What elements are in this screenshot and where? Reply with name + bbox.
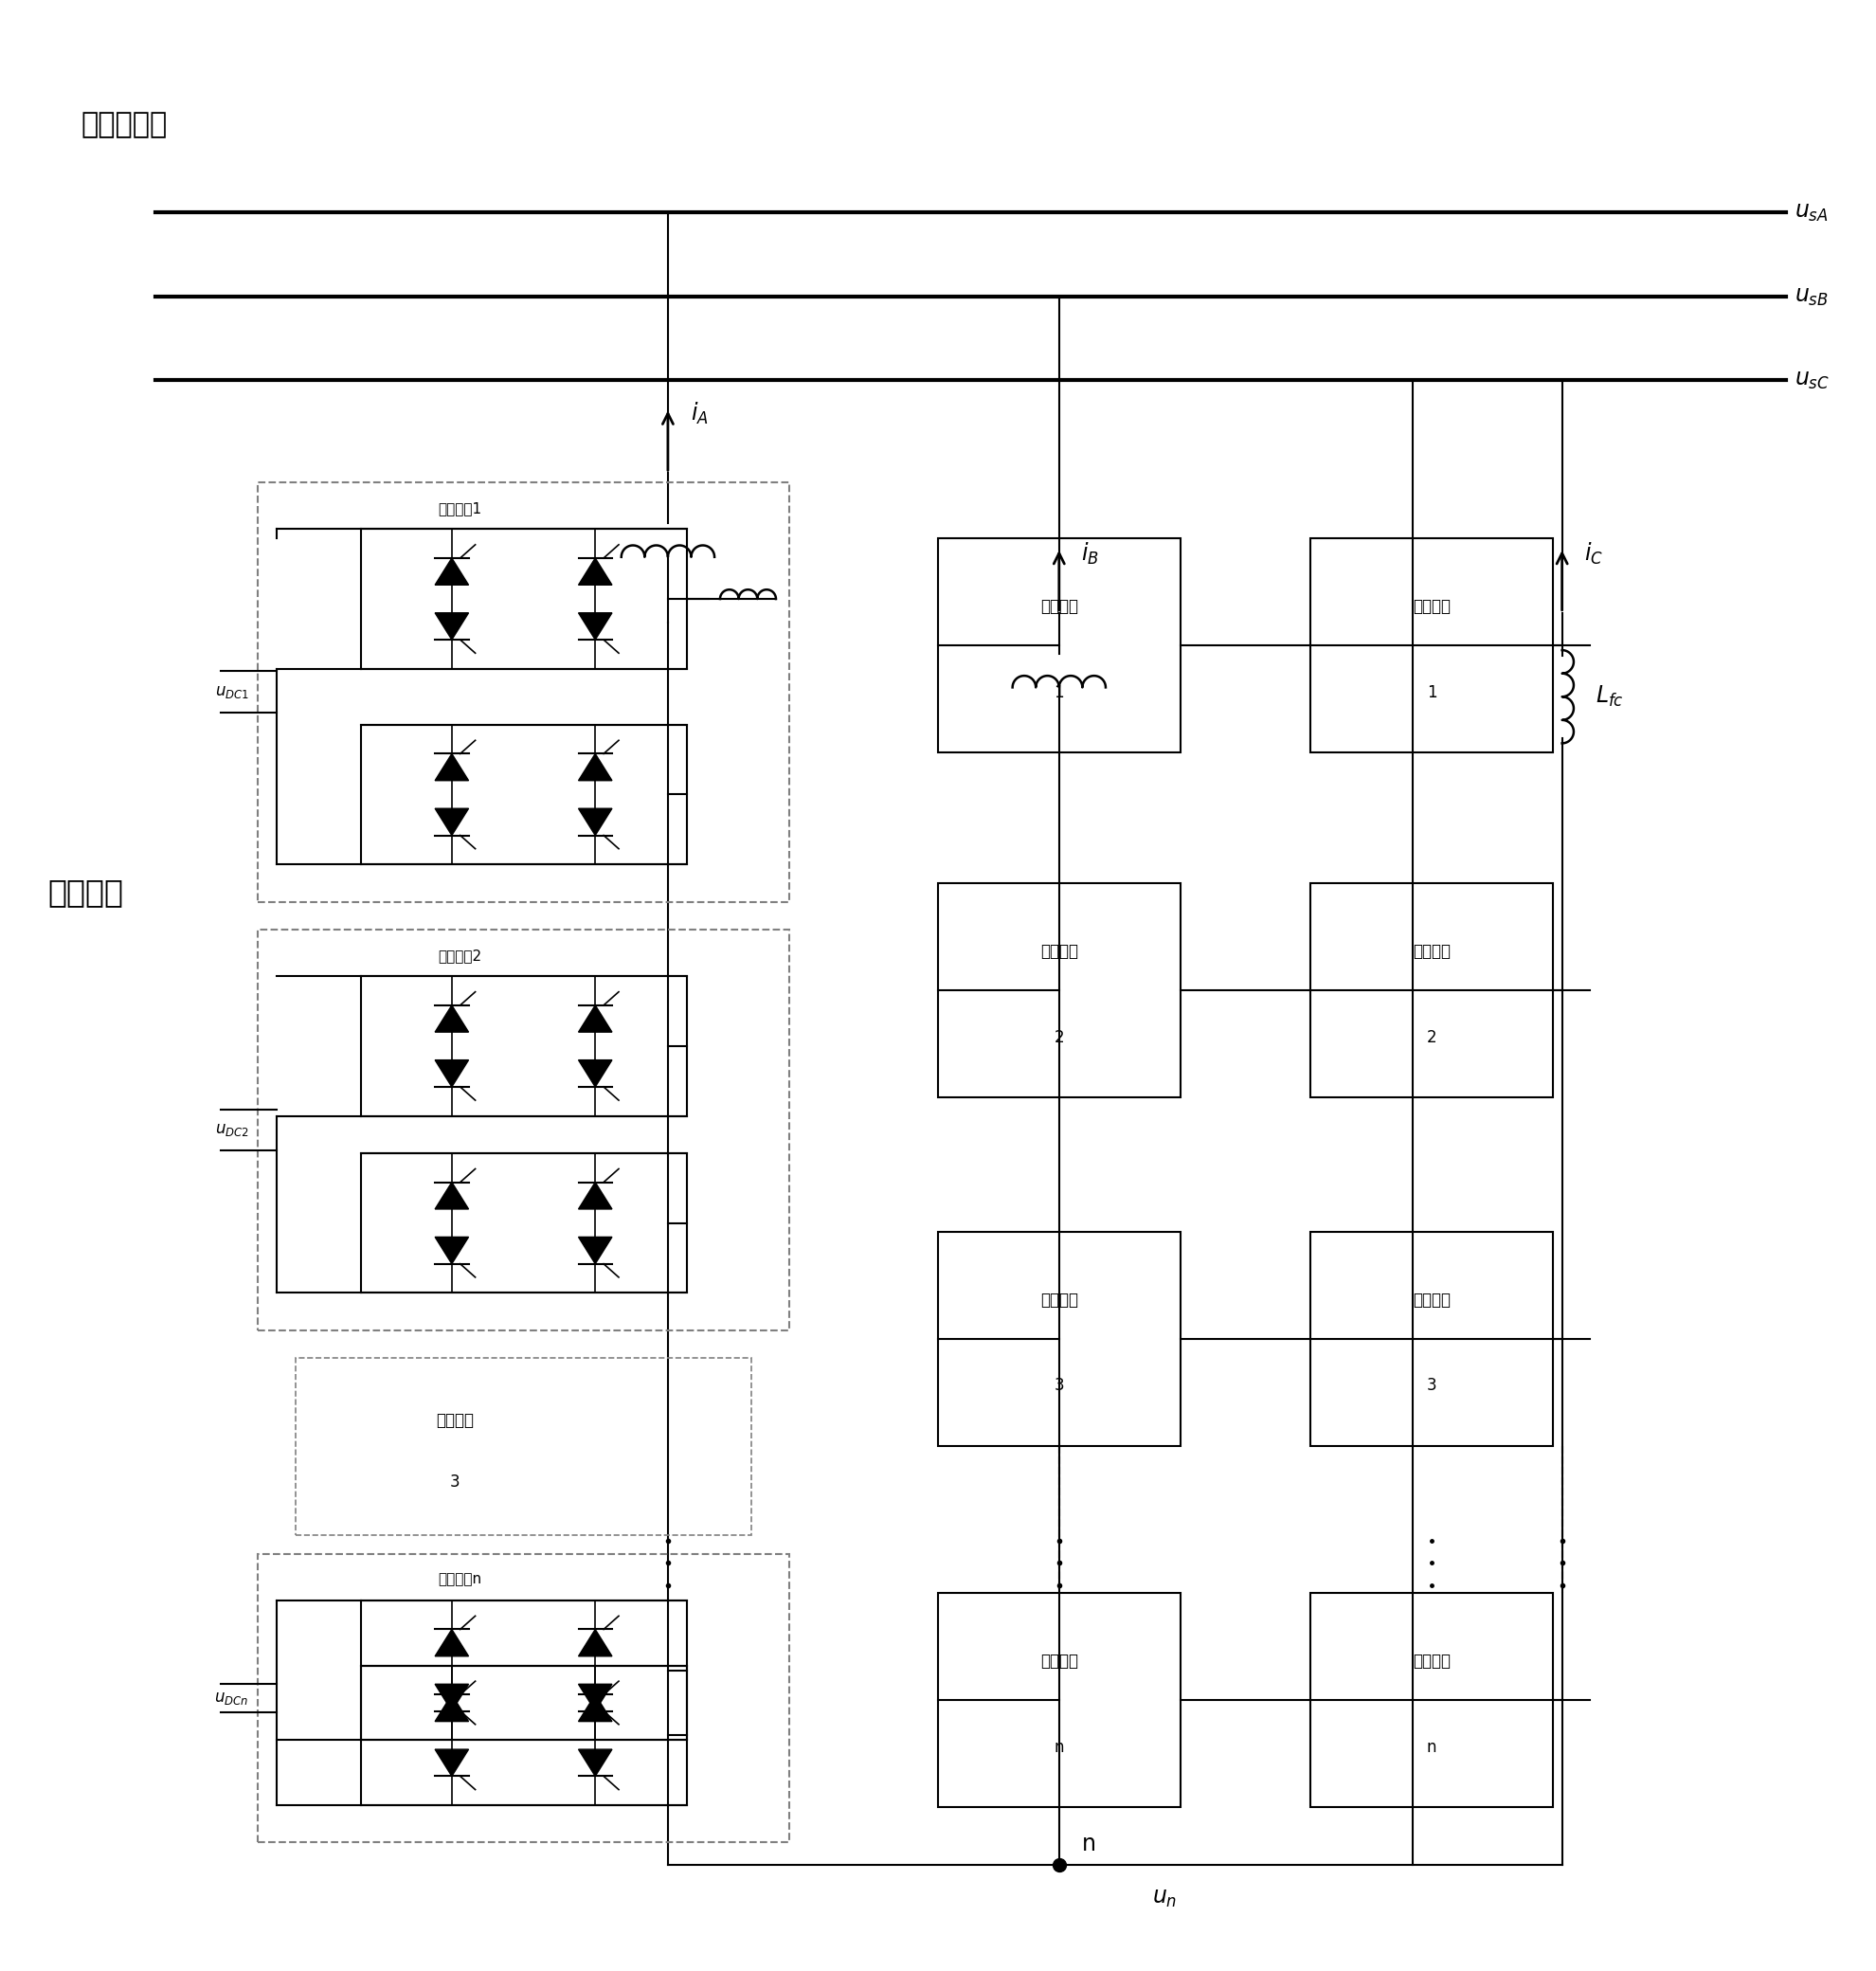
Text: $u_n$: $u_n$	[1152, 1886, 1176, 1910]
Bar	[1311, 538, 1553, 753]
Text: n: n	[1426, 1738, 1437, 1756]
Polygon shape	[578, 613, 612, 641]
Polygon shape	[435, 1683, 469, 1711]
Text: 交流系统测: 交流系统测	[81, 110, 167, 138]
Text: $u_{DCn}$: $u_{DCn}$	[214, 1689, 250, 1707]
Bar	[1311, 883, 1553, 1098]
Text: $u_{sC}$: $u_{sC}$	[1795, 369, 1829, 392]
Bar	[938, 1593, 1180, 1807]
Polygon shape	[435, 1005, 469, 1033]
Polygon shape	[435, 1238, 469, 1263]
Text: $u_{DC1}$: $u_{DC1}$	[214, 684, 250, 700]
Polygon shape	[578, 1060, 612, 1086]
Text: 3: 3	[450, 1474, 460, 1490]
Text: 级联模块: 级联模块	[1413, 1291, 1450, 1309]
Polygon shape	[435, 753, 469, 781]
Polygon shape	[578, 1183, 612, 1208]
Bar	[360, 1600, 687, 1740]
Bar	[1311, 1593, 1553, 1807]
Text: n: n	[1054, 1738, 1064, 1756]
Text: 级联模块: 级联模块	[1413, 599, 1450, 615]
Polygon shape	[435, 1695, 469, 1721]
Polygon shape	[435, 1060, 469, 1086]
Polygon shape	[435, 613, 469, 641]
Polygon shape	[435, 1183, 469, 1208]
Text: 换流器侧: 换流器侧	[47, 877, 124, 909]
Bar	[360, 976, 687, 1116]
Text: $u_{sB}$: $u_{sB}$	[1795, 284, 1829, 307]
Text: 级联模块: 级联模块	[1039, 942, 1079, 960]
Text: 3: 3	[1054, 1378, 1064, 1393]
Text: $u_{sA}$: $u_{sA}$	[1795, 201, 1829, 223]
Bar	[938, 538, 1180, 753]
Text: $u_{DC2}$: $u_{DC2}$	[214, 1121, 250, 1139]
Polygon shape	[578, 1695, 612, 1721]
Polygon shape	[435, 1750, 469, 1776]
Polygon shape	[578, 1750, 612, 1776]
Text: 级联模块: 级联模块	[435, 1411, 475, 1429]
Polygon shape	[578, 808, 612, 836]
Text: 2: 2	[1054, 1029, 1064, 1047]
Text: $i_B$: $i_B$	[1081, 540, 1099, 566]
Text: 级联模块: 级联模块	[1039, 599, 1079, 615]
Polygon shape	[435, 1630, 469, 1656]
Bar	[938, 1232, 1180, 1445]
Text: 级联模块: 级联模块	[1039, 1654, 1079, 1669]
Text: 1: 1	[1426, 684, 1437, 702]
Polygon shape	[578, 1683, 612, 1711]
Text: 级联模块2: 级联模块2	[437, 948, 482, 962]
Text: $i_C$: $i_C$	[1585, 540, 1604, 566]
Text: 级联模块1: 级联模块1	[437, 501, 482, 514]
Text: 级联模块: 级联模块	[1039, 1291, 1079, 1309]
Bar	[938, 883, 1180, 1098]
Text: n: n	[1081, 1833, 1096, 1855]
Polygon shape	[435, 558, 469, 585]
Bar	[360, 725, 687, 865]
Polygon shape	[435, 808, 469, 836]
Text: $i_A$: $i_A$	[690, 400, 707, 426]
Polygon shape	[578, 1630, 612, 1656]
Polygon shape	[578, 753, 612, 781]
Bar	[360, 528, 687, 668]
Bar	[360, 1665, 687, 1805]
Text: $L_{fc}$: $L_{fc}$	[1596, 684, 1625, 710]
Polygon shape	[578, 558, 612, 585]
Text: 1: 1	[1054, 684, 1064, 702]
Text: 级联模块: 级联模块	[1413, 1654, 1450, 1669]
Text: 2: 2	[1426, 1029, 1437, 1047]
Bar	[1311, 1232, 1553, 1445]
Text: 3: 3	[1426, 1378, 1437, 1393]
Text: 级联模块: 级联模块	[1413, 942, 1450, 960]
Polygon shape	[578, 1005, 612, 1033]
Bar	[360, 1153, 687, 1293]
Polygon shape	[578, 1238, 612, 1263]
Text: 级联模块n: 级联模块n	[437, 1573, 482, 1587]
